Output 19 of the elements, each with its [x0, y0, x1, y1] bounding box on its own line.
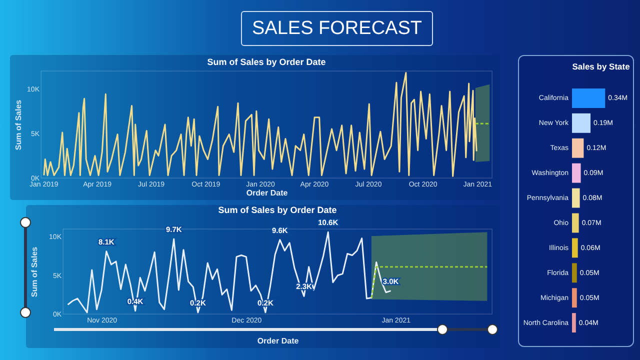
chart-title: Sales by State — [572, 62, 630, 72]
line-series — [43, 72, 478, 177]
x-axis-title: Order Date — [246, 188, 288, 198]
bar — [572, 213, 579, 233]
chart-title: Sum of Sales by Order Date — [207, 57, 326, 67]
x-axis-title: Order Date — [257, 336, 300, 346]
text: SALES FORECAST — [241, 11, 433, 46]
y-axis-title: Sum of Sales — [14, 99, 24, 150]
bar — [572, 88, 606, 108]
bar — [572, 113, 591, 133]
chart-title: Sum of Sales by Order Date — [218, 205, 337, 216]
bar — [572, 138, 584, 158]
bar — [572, 263, 577, 283]
bar — [572, 238, 578, 258]
bar — [572, 313, 576, 333]
bar — [572, 188, 580, 208]
bar — [572, 288, 577, 308]
y-axis-title: Sum of Sales — [30, 246, 40, 298]
bar — [572, 163, 581, 183]
